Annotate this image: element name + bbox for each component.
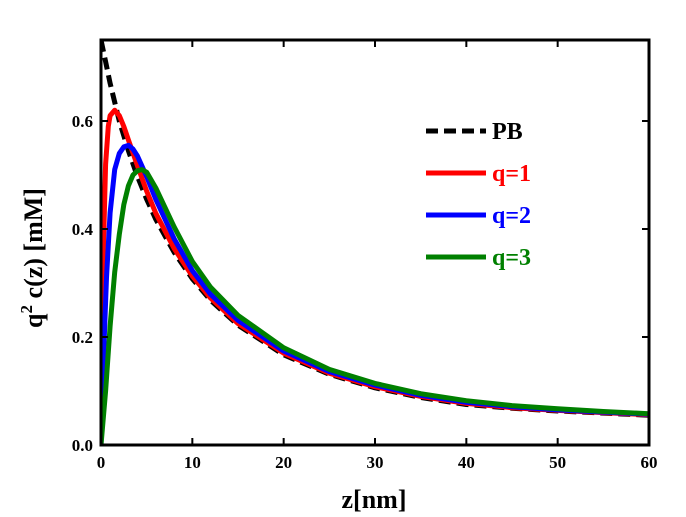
x-tick-label-50: 50	[549, 453, 566, 472]
x-tick-label-40: 40	[458, 453, 475, 472]
series-lines	[101, 40, 649, 445]
y-tick-label-1: 0.2	[72, 328, 93, 347]
x-tick-label-60: 60	[641, 453, 658, 472]
plot-area	[101, 40, 649, 445]
y-axis-title-prefix: q	[19, 313, 48, 328]
x-tick-label-30: 30	[367, 453, 384, 472]
y-axis-title-suffix: c(z) [mM]	[19, 188, 48, 305]
legend-label-0: PB	[492, 119, 523, 145]
series-line-q-3	[101, 167, 649, 445]
y-axis-title-superscript: 2	[17, 305, 36, 314]
x-axis-title: z[nm]	[342, 485, 407, 514]
plot-background	[101, 40, 649, 445]
x-tick-label-10: 10	[184, 453, 201, 472]
legend-label-3: q=3	[492, 245, 531, 271]
legend: PB q=1 q=2 q=3	[426, 119, 531, 271]
y-tick-label-3: 0.6	[72, 112, 93, 131]
axis-ticks: 0 10 20 30 40 50 60 0.0 0.2 0.4 0.6	[72, 40, 658, 472]
legend-label-2: q=2	[492, 203, 531, 229]
legend-label-1: q=1	[492, 161, 531, 187]
y-tick-label-0: 0.0	[72, 436, 93, 455]
x-tick-label-0: 0	[97, 453, 106, 472]
y-tick-label-2: 0.4	[72, 220, 94, 239]
x-tick-label-20: 20	[275, 453, 292, 472]
y-axis-title: q2 c(z) [mM]	[17, 188, 48, 328]
